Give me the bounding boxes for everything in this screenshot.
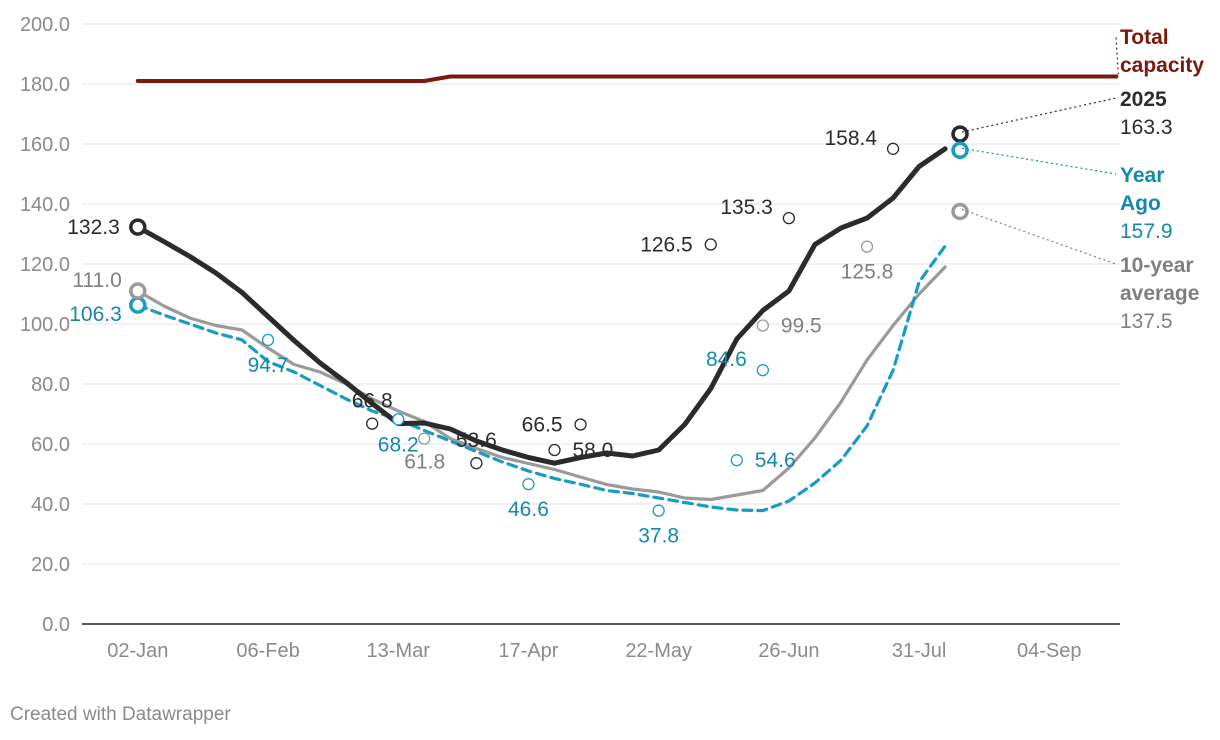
x-tick-label: 06-Feb xyxy=(236,640,299,662)
data-label-year_ago: 37.8 xyxy=(638,525,679,548)
data-label-ten_year: 61.8 xyxy=(404,451,445,474)
marker-year_ago xyxy=(652,504,665,517)
series-end-labels: Totalcapacity2025163.3YearAgo157.910-yea… xyxy=(961,26,1204,333)
y-tick-label: 140.0 xyxy=(20,194,70,216)
data-label-year_ago: 68.2 xyxy=(378,433,419,456)
data-label-year_ago: 54.6 xyxy=(755,449,796,472)
marker-year_ago xyxy=(730,454,743,467)
marker-y2025 xyxy=(548,443,561,457)
data-label-ten_year: 99.5 xyxy=(781,315,822,338)
y-tick-label: 40.0 xyxy=(31,494,70,516)
end-label-line: average xyxy=(1120,282,1199,305)
end-label-leader xyxy=(961,208,1117,265)
series-lines xyxy=(135,74,1119,513)
marker-y2025 xyxy=(886,142,900,155)
data-label-year_ago: 94.7 xyxy=(248,354,289,377)
x-tick-label: 04-Sep xyxy=(1017,640,1082,662)
data-label-ten_year: 125.8 xyxy=(841,261,894,284)
y-axis-ticks: 0.0 20.0 40.0 60.0 80.0 100.0 120.0 140.0 160.0 1… xyxy=(20,14,70,636)
data-label-y2025: 158.4 xyxy=(824,127,877,150)
data-label-y2025: 58.0 xyxy=(572,439,613,462)
marker-ten_year xyxy=(951,202,969,221)
y-tick-label: 20.0 xyxy=(31,554,70,576)
end-label-line: Total xyxy=(1120,26,1169,49)
y-tick-label: 60.0 xyxy=(31,434,70,456)
end-label-line: 10-year xyxy=(1120,254,1194,277)
end-label-leader xyxy=(961,97,1117,133)
end-label-line: Year xyxy=(1120,164,1164,187)
marker-y2025 xyxy=(129,218,147,236)
series-line-ten_year xyxy=(136,265,947,502)
y-tick-label: 80.0 xyxy=(31,374,70,396)
y-gridlines xyxy=(82,23,1120,625)
marker-y2025 xyxy=(366,417,379,430)
marker-y2025 xyxy=(782,211,796,225)
marker-y2025 xyxy=(470,457,483,470)
x-tick-label: 31-Jul xyxy=(892,640,946,662)
end-label-y2025: 2025 163.3 xyxy=(961,88,1173,139)
data-labels: 132.3 66.8 53.6 66.5 58.0 126.5 135.3 158.4 111.… xyxy=(67,127,893,548)
data-label-ten_year: 111.0 xyxy=(72,269,121,292)
marker-y2025 xyxy=(574,418,587,431)
end-label-line: Ago xyxy=(1120,192,1161,215)
marker-y2025 xyxy=(704,238,717,251)
marker-y2025 xyxy=(951,125,969,143)
x-tick-label: 02-Jan xyxy=(107,640,168,662)
x-tick-label: 22-May xyxy=(625,640,692,662)
marker-ten_year xyxy=(129,282,147,300)
series-line-capacity xyxy=(135,74,1119,83)
y-tick-label: 200.0 xyxy=(20,14,70,36)
y-tick-label: 160.0 xyxy=(20,134,70,156)
marker-year_ago xyxy=(951,141,969,160)
data-label-y2025: 126.5 xyxy=(640,234,693,257)
data-label-y2025: 132.3 xyxy=(67,216,120,239)
marker-year_ago xyxy=(129,296,147,314)
series-line-y2025 xyxy=(135,146,948,466)
data-label-year_ago: 106.3 xyxy=(69,303,122,326)
end-label-leader xyxy=(1115,35,1119,75)
x-axis-ticks: 02-Jan 06-Feb 13-Mar 17-Apr 22-May 26-Jun 31-J… xyxy=(107,640,1081,662)
end-label-capacity: Total capacity xyxy=(1115,26,1204,77)
y-tick-label: 180.0 xyxy=(20,74,70,96)
marker-year_ago xyxy=(522,478,535,491)
marker-ten_year xyxy=(418,432,431,445)
x-tick-label: 26-Jun xyxy=(758,640,819,662)
data-label-year_ago: 46.6 xyxy=(508,498,549,521)
end-label-line: 2025 xyxy=(1120,88,1167,111)
data-label-y2025: 66.8 xyxy=(352,390,393,413)
y-tick-label: 0.0 xyxy=(42,614,70,636)
x-tick-label: 17-Apr xyxy=(498,640,558,662)
marker-year_ago xyxy=(756,364,769,377)
y-tick-label: 100.0 xyxy=(20,314,70,336)
marker-year_ago xyxy=(261,333,275,347)
end-label-line: 137.5 xyxy=(1120,310,1173,333)
marker-ten_year xyxy=(860,240,874,253)
data-label-y2025: 66.5 xyxy=(522,414,563,437)
marker-year_ago xyxy=(392,413,405,426)
end-label-ten_year: 10-year average 137.5 xyxy=(961,208,1199,333)
marker-ten_year xyxy=(756,319,769,332)
data-label-y2025: 135.3 xyxy=(720,196,773,219)
x-tick-label: 13-Mar xyxy=(367,640,431,662)
y-tick-label: 120.0 xyxy=(20,254,70,276)
end-label-year_ago: Year Ago 157.9 xyxy=(961,147,1173,243)
end-label-line: capacity xyxy=(1120,54,1204,77)
end-label-leader xyxy=(961,147,1117,175)
series-line-year_ago xyxy=(136,244,947,513)
data-label-year_ago: 84.6 xyxy=(706,348,747,371)
end-label-line: 163.3 xyxy=(1120,116,1173,139)
end-label-line: 157.9 xyxy=(1120,220,1173,243)
series-markers xyxy=(129,125,969,517)
data-label-y2025: 53.6 xyxy=(456,429,497,452)
datawrapper-credit: Created with Datawrapper xyxy=(10,704,231,725)
